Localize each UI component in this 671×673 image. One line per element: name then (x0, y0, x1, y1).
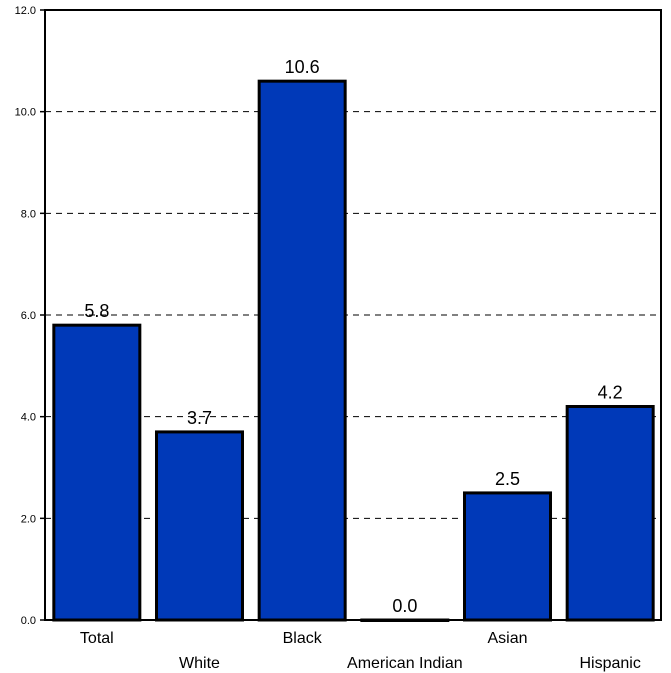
category-label: Black (283, 630, 323, 647)
gridlines (45, 111, 661, 519)
axes: Total White Black American Indian Asian Hispa… (15, 5, 662, 672)
category-label: American Indian (347, 655, 463, 672)
data-label: 10.6 (285, 57, 320, 77)
category-label: Total (80, 630, 114, 647)
bar (463, 491, 552, 622)
category-label: White (179, 655, 220, 672)
category-label: Asian (487, 630, 527, 647)
y-tick-label: 12.0 (15, 5, 36, 17)
data-label: 5.8 (84, 301, 109, 321)
data-label: 3.7 (187, 408, 212, 428)
bar (155, 430, 244, 622)
y-tick-label: 0.0 (21, 615, 36, 627)
bar (257, 79, 347, 622)
y-tick-label: 2.0 (21, 513, 36, 525)
bar (565, 405, 655, 622)
y-tick-label: 4.0 (21, 412, 36, 424)
data-label: 0.0 (392, 596, 417, 616)
category-label: Hispanic (579, 655, 640, 672)
data-labels: 5.8 3.7 10.6 0.0 2.5 4.2 (84, 57, 622, 616)
y-tick-label: 10.0 (15, 107, 36, 119)
bar (52, 323, 142, 622)
data-label: 4.2 (598, 383, 623, 403)
data-label: 2.5 (495, 469, 520, 489)
bars (52, 79, 655, 622)
y-tick-label: 8.0 (21, 208, 36, 220)
y-tick-label: 6.0 (21, 310, 36, 322)
